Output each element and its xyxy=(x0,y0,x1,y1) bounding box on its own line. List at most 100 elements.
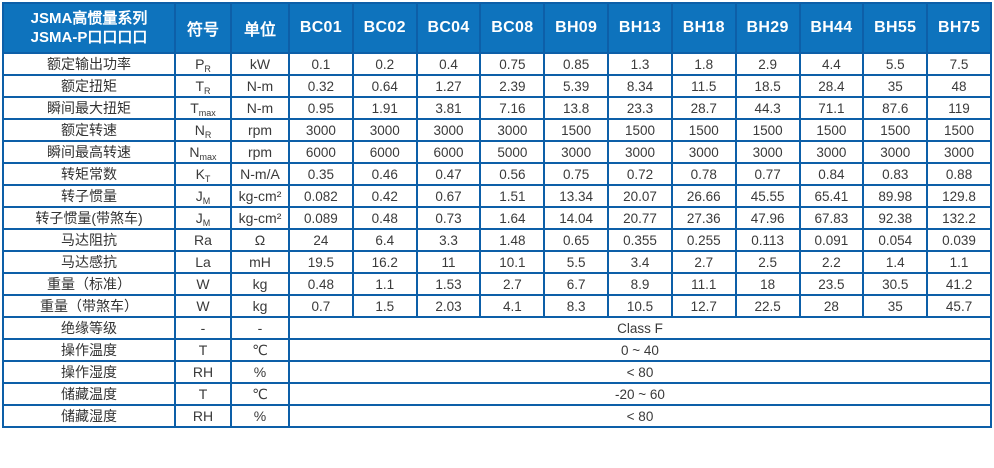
row-label: 瞬间最大扭矩 xyxy=(2,96,176,120)
value-cell: 3000 xyxy=(670,140,737,164)
symbol-base: K xyxy=(195,166,205,182)
symbol-cell: Tmax xyxy=(174,96,232,120)
row-label: 操作湿度 xyxy=(2,360,176,384)
value-cell: 1.8 xyxy=(670,52,737,76)
symbol-subscript: M xyxy=(202,218,211,228)
value-cell: 5.5 xyxy=(862,52,929,76)
value-cell: 45.55 xyxy=(734,184,801,208)
row-label: 储藏温度 xyxy=(2,382,176,406)
unit-cell: N-m xyxy=(230,96,290,120)
unit-column-header: 单位 xyxy=(230,2,290,54)
value-cell: 0.77 xyxy=(734,162,801,186)
value-cell: 1.91 xyxy=(351,96,418,120)
value-cell: 28 xyxy=(798,294,865,318)
table-row: 马达阻抗 Ra Ω 24 6.4 3.3 1.48 0.65 0.355 0.255 0.113 0.… xyxy=(2,228,992,252)
value-cell: 5.5 xyxy=(543,250,610,274)
value-cell: 1.48 xyxy=(479,228,546,252)
value-cell: 1500 xyxy=(543,118,610,142)
value-cell: 11 xyxy=(415,250,482,274)
value-cell: 1500 xyxy=(798,118,865,142)
value-cell: 10.1 xyxy=(479,250,546,274)
value-cell: 0.4 xyxy=(415,52,482,76)
value-cell: 3000 xyxy=(479,118,546,142)
value-cell: 0.78 xyxy=(670,162,737,186)
model-column-header: BH29 xyxy=(734,2,801,54)
value-cell: 5000 xyxy=(479,140,546,164)
value-cell: 1.1 xyxy=(351,272,418,296)
table-row: 绝缘等级 - - Class F xyxy=(2,316,992,340)
model-column-header: BC02 xyxy=(351,2,418,54)
unit-cell: kg xyxy=(230,272,290,296)
row-label: 马达感抗 xyxy=(2,250,176,274)
value-cell: 0.72 xyxy=(607,162,673,186)
unit-cell: % xyxy=(230,404,290,428)
value-cell: 1.3 xyxy=(607,52,673,76)
symbol-base: - xyxy=(200,320,206,336)
value-cell: 18.5 xyxy=(734,74,801,98)
merged-value-cell: < 80 xyxy=(288,360,992,384)
table-row: 操作湿度 RH% < 80 xyxy=(2,360,992,384)
value-cell: 11.5 xyxy=(670,74,737,98)
value-cell: 0.32 xyxy=(288,74,354,98)
value-cell: 22.5 xyxy=(734,294,801,318)
value-cell: 65.41 xyxy=(798,184,865,208)
value-cell: 0.355 xyxy=(607,228,673,252)
value-cell: 2.5 xyxy=(734,250,801,274)
symbol-subscript: R xyxy=(204,130,212,140)
value-cell: 6.7 xyxy=(543,272,610,296)
symbol-cell: PR xyxy=(174,52,232,76)
unit-cell: rpm xyxy=(230,140,290,164)
value-cell: 19.5 xyxy=(288,250,354,274)
symbol-cell: RH xyxy=(174,360,232,384)
merged-value-cell: 0 ~ 40 xyxy=(288,338,992,362)
symbol-cell: JM xyxy=(174,206,232,230)
symbol-cell: TR xyxy=(174,74,232,98)
table-body: 额定输出功率 PR kW 0.1 0.2 0.4 0.75 0.85 1.3 1.8 2.9 4.4 5… xyxy=(2,52,992,428)
symbol-cell: KT xyxy=(174,162,232,186)
value-cell: 5.39 xyxy=(543,74,610,98)
symbol-base: W xyxy=(196,276,210,292)
value-cell: 3000 xyxy=(798,140,865,164)
unit-cell: % xyxy=(230,360,290,384)
value-cell: 35 xyxy=(862,74,929,98)
row-label: 重量（标准） xyxy=(2,272,176,296)
header-row: JSMA高惯量系列 JSMA-P口口口口 符号 单位 BC01 BC02 BC04 B… xyxy=(2,2,992,54)
symbol-base: P xyxy=(195,56,205,72)
value-cell: 6000 xyxy=(351,140,418,164)
row-label: 转矩常数 xyxy=(2,162,176,186)
symbol-cell: La xyxy=(174,250,232,274)
unit-cell: N-m/A xyxy=(230,162,290,186)
model-column-header: BH44 xyxy=(798,2,865,54)
row-label: 储藏湿度 xyxy=(2,404,176,428)
value-cell: 1500 xyxy=(607,118,673,142)
value-cell: 27.36 xyxy=(670,206,737,230)
value-cell: 3000 xyxy=(862,140,929,164)
table-title-line1: JSMA高惯量系列 xyxy=(30,9,148,27)
symbol-cell: W xyxy=(174,272,232,296)
value-cell: 0.42 xyxy=(351,184,418,208)
value-cell: 0.64 xyxy=(351,74,418,98)
value-cell: 44.3 xyxy=(734,96,801,120)
value-cell: 41.2 xyxy=(926,272,992,296)
value-cell: 4.1 xyxy=(479,294,546,318)
value-cell: 11.1 xyxy=(670,272,737,296)
value-cell: 0.85 xyxy=(543,52,610,76)
model-column-header: BH55 xyxy=(862,2,929,54)
value-cell: 0.46 xyxy=(351,162,418,186)
value-cell: 7.5 xyxy=(926,52,992,76)
symbol-base: W xyxy=(196,298,210,314)
value-cell: 3000 xyxy=(926,140,992,164)
value-cell: 0.95 xyxy=(288,96,354,120)
merged-value-cell: Class F xyxy=(288,316,992,340)
unit-cell: kg-cm² xyxy=(230,184,290,208)
value-cell: 2.39 xyxy=(479,74,546,98)
unit-cell: - xyxy=(230,316,290,340)
symbol-cell: T xyxy=(174,338,232,362)
value-cell: 89.98 xyxy=(862,184,929,208)
symbol-cell: Nmax xyxy=(174,140,232,164)
table-row: 转子惯量 JM kg-cm² 0.082 0.42 0.67 1.51 13.34 20.07 2… xyxy=(2,184,992,208)
table-row: 瞬间最高转速 Nmax rpm 6000 6000 6000 5000 3000 3000 300… xyxy=(2,140,992,164)
value-cell: 0.48 xyxy=(351,206,418,230)
